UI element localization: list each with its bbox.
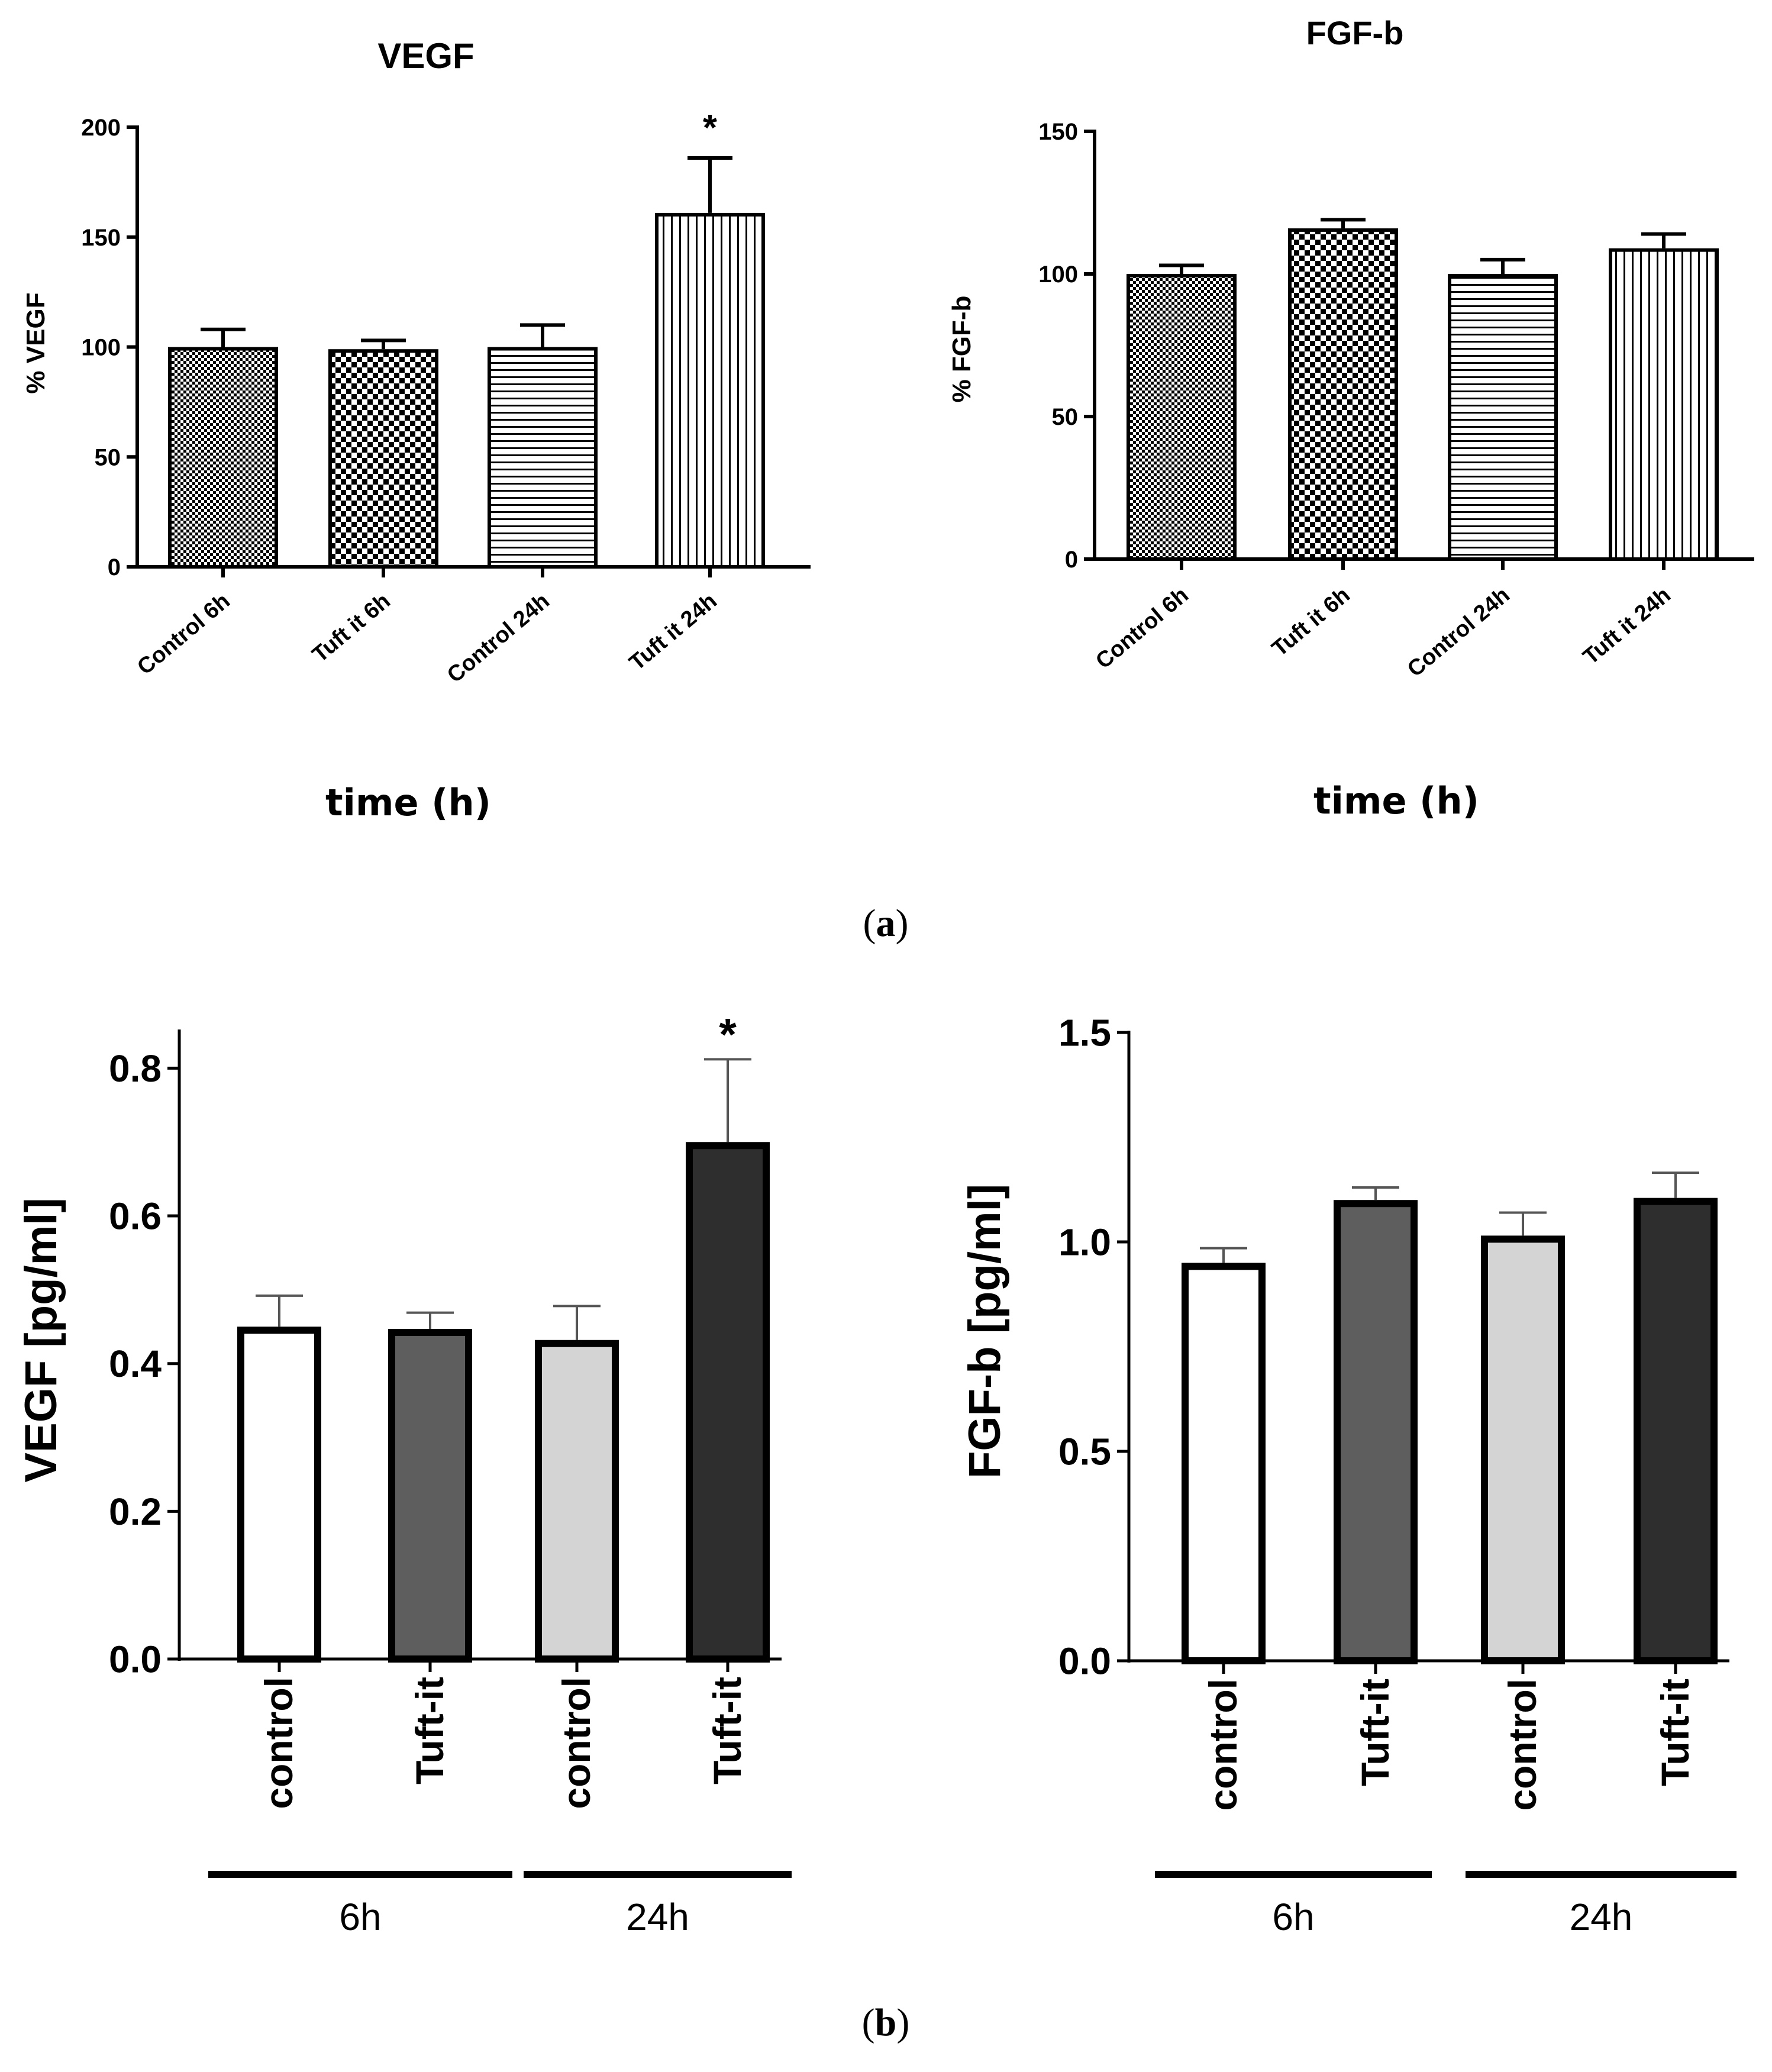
y-tick-label: 1.5	[1058, 1011, 1111, 1054]
y-tick-label: 0.0	[109, 1638, 162, 1680]
x-tick-label: Tuft it 6h	[1267, 583, 1355, 661]
x-tick-label: Tuft-it	[1353, 1679, 1397, 1786]
bar	[1182, 1263, 1266, 1664]
significance-marker: *	[703, 108, 718, 149]
bar	[237, 1327, 321, 1663]
x-tick-label: Tuft-it	[408, 1677, 451, 1784]
y-tick-label: 0.6	[109, 1195, 162, 1237]
y-tick-label: 100	[81, 335, 121, 361]
bar	[168, 347, 278, 569]
x-tick-label: Control 24h	[1403, 583, 1515, 682]
x-tick-label: Control 6h	[133, 589, 235, 680]
x-tick-label: Tuft-it	[1653, 1679, 1697, 1786]
y-tick-label: 0.4	[109, 1342, 162, 1385]
x-tick-label: Tuft it 24h	[625, 589, 722, 676]
x-tick-label: Control 24h	[443, 589, 554, 688]
y-tick-label: 0.2	[109, 1490, 162, 1533]
x-tick-label: Tuft-it	[705, 1677, 749, 1784]
y-tick-label: 50	[1052, 404, 1079, 430]
x-tick-label: control	[257, 1677, 301, 1809]
x-tick-label: Tuft it 24h	[1579, 583, 1676, 670]
group-label: 6h	[339, 1896, 381, 1938]
panel-label-a: (a)	[863, 902, 909, 945]
bar	[535, 1340, 619, 1663]
x-tick-label: control	[1500, 1679, 1544, 1811]
x-tick-label: control	[1201, 1679, 1245, 1811]
chart-title: FGF-b	[1306, 14, 1404, 51]
group-label: 24h	[1570, 1896, 1633, 1938]
panel-label-b-letter: b	[875, 2001, 897, 2044]
y-tick-label: 0.0	[1058, 1639, 1111, 1682]
group-label: 24h	[626, 1896, 689, 1938]
chart-title: VEGF	[377, 36, 474, 76]
significance-marker: *	[719, 1009, 737, 1060]
group-label: 6h	[1272, 1896, 1314, 1938]
bar	[1334, 1200, 1418, 1664]
x-axis-label: time (h)	[1313, 779, 1479, 822]
bar	[1448, 274, 1558, 561]
y-tick-label: 50	[95, 444, 121, 470]
y-axis-label: VEGF [pg/ml]	[16, 1198, 66, 1482]
bar	[488, 347, 598, 569]
x-tick-label: Control 6h	[1091, 583, 1193, 674]
x-axis-label: time (h)	[325, 781, 491, 824]
y-axis-label: % VEGF	[21, 292, 50, 393]
chart-a-vegf: VEGF % VEGF time (h) 0 50 100 150 200 Control…	[21, 36, 811, 824]
y-axis-label: FGF-b [pg/ml]	[960, 1184, 1010, 1479]
bar	[1288, 228, 1398, 561]
y-tick-label: 150	[81, 225, 121, 251]
panel-label-a-letter: a	[876, 902, 896, 945]
y-tick-label: 200	[81, 115, 121, 141]
y-tick-label: 0.8	[109, 1047, 162, 1090]
y-tick-label: 0	[108, 554, 121, 580]
bar	[655, 212, 765, 569]
chart-a-fgfb: FGF-b % FGF-b time (h) 0 50 100 150 Control …	[947, 14, 1754, 822]
bar	[328, 349, 438, 569]
bar	[388, 1329, 472, 1663]
y-tick-label: 150	[1038, 119, 1078, 145]
y-axis-label: % FGF-b	[947, 296, 976, 403]
bar	[686, 1142, 770, 1663]
panel-label-b: (b)	[862, 2001, 910, 2044]
bar	[1481, 1235, 1565, 1664]
x-tick-label: control	[554, 1677, 598, 1809]
y-tick-label: 100	[1038, 262, 1078, 288]
chart-b-vegf: VEGF [pg/ml] 0.0 0.2 0.4 0.6 0.8 control Tuft-…	[16, 1009, 792, 1938]
bar	[1634, 1198, 1718, 1665]
bar	[1127, 274, 1237, 561]
y-tick-label: 0	[1065, 547, 1078, 573]
chart-b-fgfb: FGF-b [pg/ml] 0.0 0.5 1.0 1.5 control Tuft-it…	[960, 1011, 1737, 1938]
y-tick-label: 1.0	[1058, 1221, 1111, 1263]
bar	[1609, 248, 1719, 561]
y-tick-label: 0.5	[1058, 1430, 1111, 1473]
x-tick-label: Tuft it 6h	[308, 589, 395, 667]
